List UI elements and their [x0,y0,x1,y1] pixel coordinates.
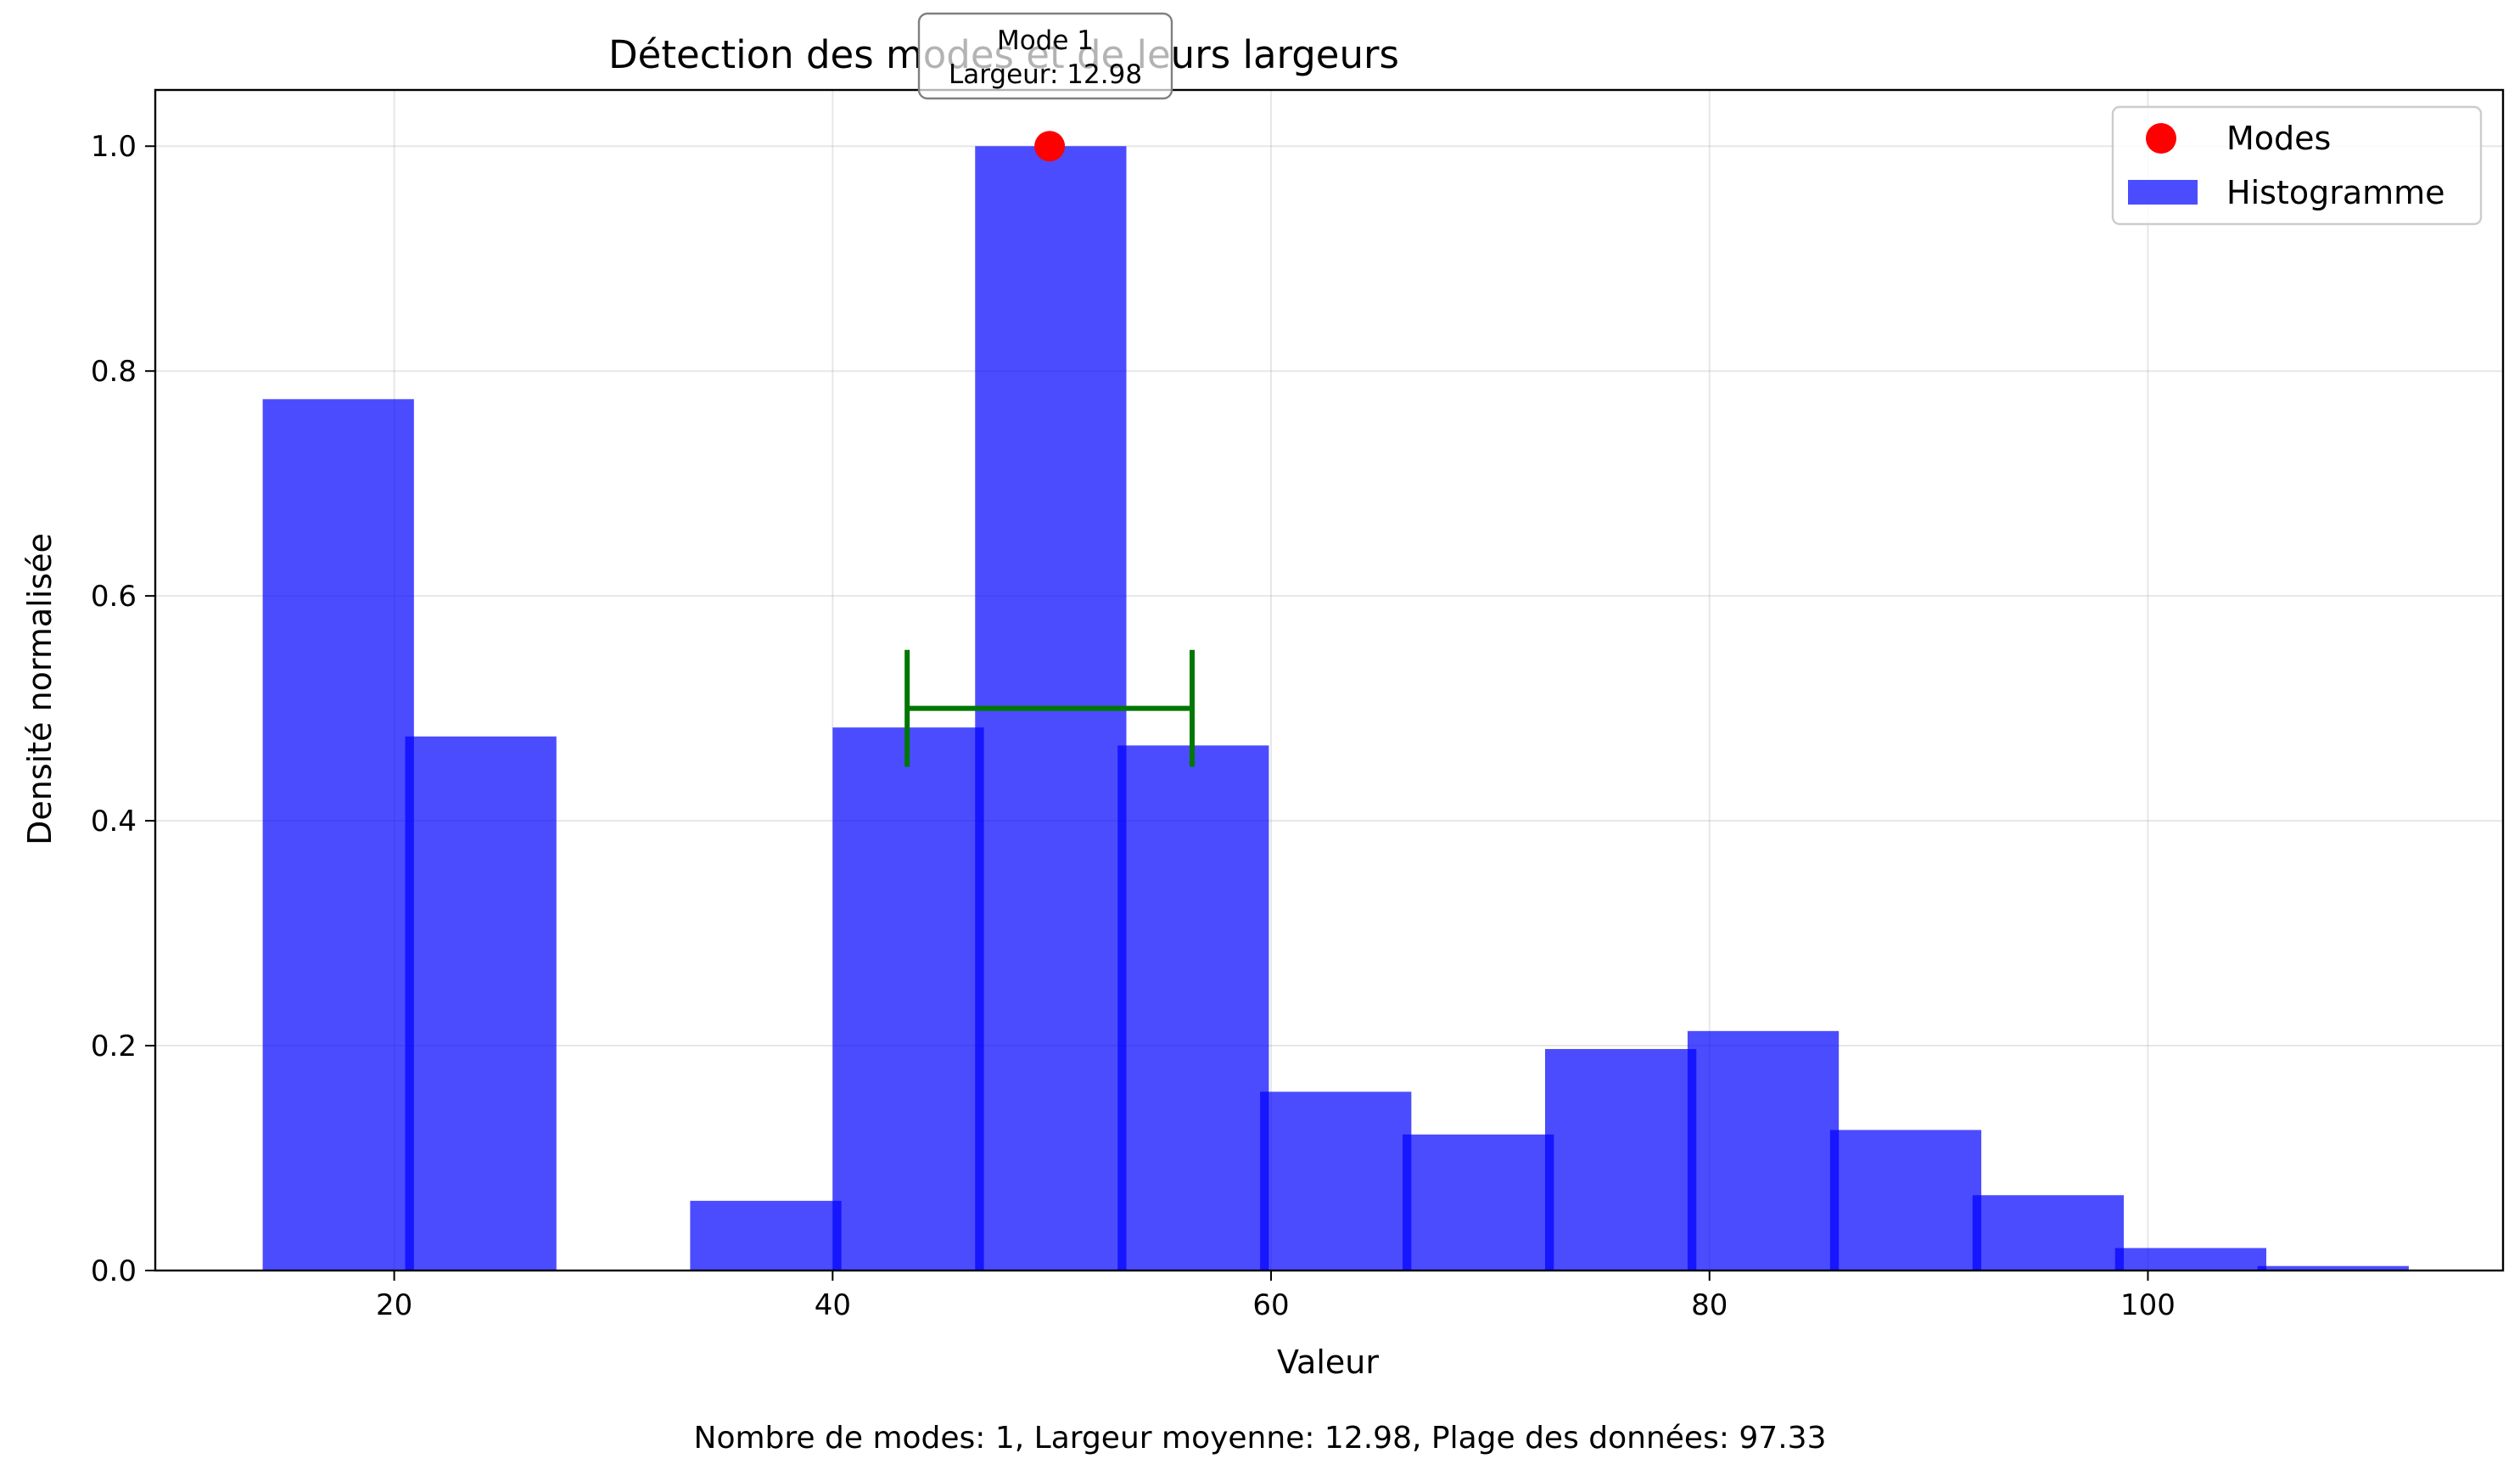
x-tick-label-1: 40 [815,1288,851,1322]
histogram-bar-3 [832,727,984,1271]
mode-point-0 [1034,131,1066,162]
width-markers [904,649,1196,767]
histogram-bar-6 [1260,1091,1412,1271]
y-tick-label-5: 1.0 [91,130,137,164]
x-tick-label-3: 80 [1691,1288,1728,1322]
histogram-bar-12 [2114,1248,2266,1271]
y-axis-label: Densité normalisée [21,533,59,845]
mode-annotation: Mode 1 Largeur: 12.98 [917,12,1173,100]
y-tick-label-3: 0.6 [91,580,137,614]
legend: Modes Histogramme [2111,105,2483,226]
legend-box [2111,105,2483,226]
footer-summary: Nombre de modes: 1, Largeur moyenne: 12.… [694,1421,1827,1456]
y-tick-label-2: 0.4 [91,805,137,839]
histogram-bar-9 [1687,1030,1840,1271]
histogram-bar-11 [1972,1195,2125,1271]
x-tick-label-2: 60 [1252,1288,1289,1322]
histogram-bar-13 [2257,1265,2409,1271]
legend-histogram-swatch [2128,180,2198,205]
y-tick-label-1: 0.2 [91,1029,137,1063]
histogram-bar-1 [405,736,557,1271]
mode-points [1034,131,1066,162]
histogram-bar-5 [1117,745,1269,1271]
x-tick-label-0: 20 [376,1288,412,1322]
histogram-bars [262,146,2409,1271]
x-tick-label-4: 100 [2120,1288,2176,1322]
annotation-box [917,12,1173,100]
histogram-bar-10 [1829,1130,1982,1271]
histogram-bar-0 [262,399,414,1271]
y-axis-ticks: 0.0 0.2 0.4 0.6 0.8 1.0 [91,130,155,1288]
histogram-bar-2 [690,1200,842,1271]
y-tick-label-4: 0.8 [91,355,137,389]
annotation-line-2: Largeur: 12.98 [949,59,1142,90]
legend-modes-label: Modes [2226,120,2331,157]
histogram-bar-7 [1403,1134,1554,1271]
plot-frame [154,88,2505,1272]
y-tick-label-0: 0.0 [91,1254,137,1288]
histogram-bar-8 [1544,1049,1697,1271]
annotation-line-1: Mode 1 [997,25,1094,56]
x-axis-label: Valeur [1277,1344,1379,1381]
x-axis-ticks: 20 40 60 80 100 [376,1271,2176,1322]
legend-histogram-label: Histogramme [2226,174,2445,211]
legend-modes-marker [2146,123,2176,154]
